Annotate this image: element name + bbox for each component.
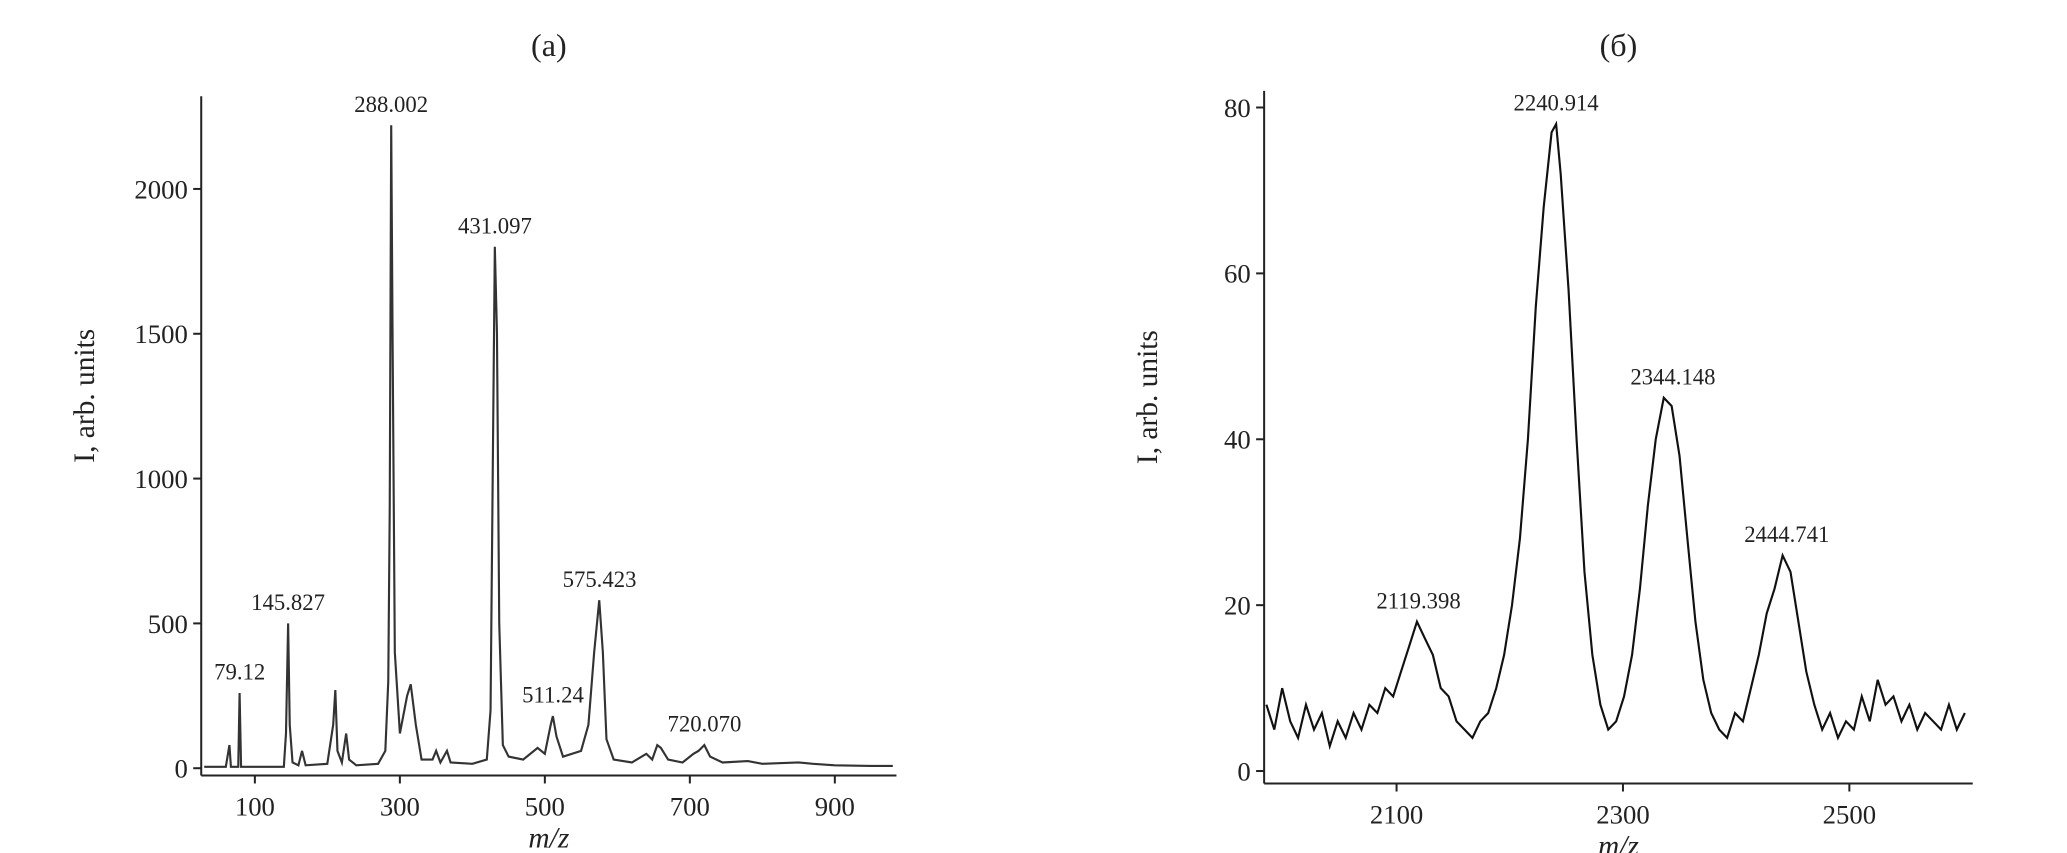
y-tick-label: 500 bbox=[148, 609, 188, 639]
y-axis-label: I, arb. units bbox=[1132, 330, 1164, 464]
x-tick-label: 2500 bbox=[1823, 800, 1876, 830]
peak-label: 431.097 bbox=[458, 214, 532, 239]
y-tick-label: 0 bbox=[174, 754, 187, 784]
y-tick-label: 1000 bbox=[134, 464, 187, 494]
peak-label: 2344.148 bbox=[1630, 364, 1715, 389]
x-tick-label: 2300 bbox=[1596, 800, 1649, 830]
peak-label: 720.070 bbox=[667, 712, 741, 737]
x-tick-label: 700 bbox=[670, 792, 710, 822]
y-tick-label: 60 bbox=[1224, 259, 1251, 289]
chart-title: (а) bbox=[531, 27, 567, 63]
peak-label: 2444.741 bbox=[1744, 522, 1829, 547]
y-tick-label: 2000 bbox=[134, 174, 187, 204]
spectrum-line bbox=[1265, 120, 1966, 751]
x-axis-label: m/z bbox=[1598, 831, 1639, 853]
x-tick-label: 900 bbox=[815, 792, 855, 822]
x-tick-label: 300 bbox=[380, 792, 420, 822]
y-tick-label: 1500 bbox=[134, 319, 187, 349]
peak-label: 575.423 bbox=[563, 567, 637, 592]
peak-label: 2119.398 bbox=[1376, 588, 1460, 613]
y-tick-label: 0 bbox=[1237, 756, 1250, 786]
chart-title: (б) bbox=[1600, 27, 1638, 63]
y-axis-label: I, arb. units bbox=[69, 329, 101, 463]
y-tick-label: 20 bbox=[1224, 591, 1251, 621]
x-tick-label: 2100 bbox=[1370, 800, 1423, 830]
peak-label: 2240.914 bbox=[1513, 91, 1598, 116]
x-tick-label: 100 bbox=[235, 792, 275, 822]
x-axis-label: m/z bbox=[528, 823, 569, 853]
peak-label: 511.24 bbox=[522, 683, 584, 708]
x-tick-label: 500 bbox=[525, 792, 565, 822]
peak-label: 288.002 bbox=[354, 92, 428, 117]
peak-label: 145.827 bbox=[251, 590, 325, 615]
spectrum-line bbox=[204, 125, 893, 768]
y-tick-label: 80 bbox=[1224, 93, 1251, 123]
peak-label: 79.12 bbox=[214, 660, 265, 685]
y-tick-label: 40 bbox=[1224, 425, 1251, 455]
